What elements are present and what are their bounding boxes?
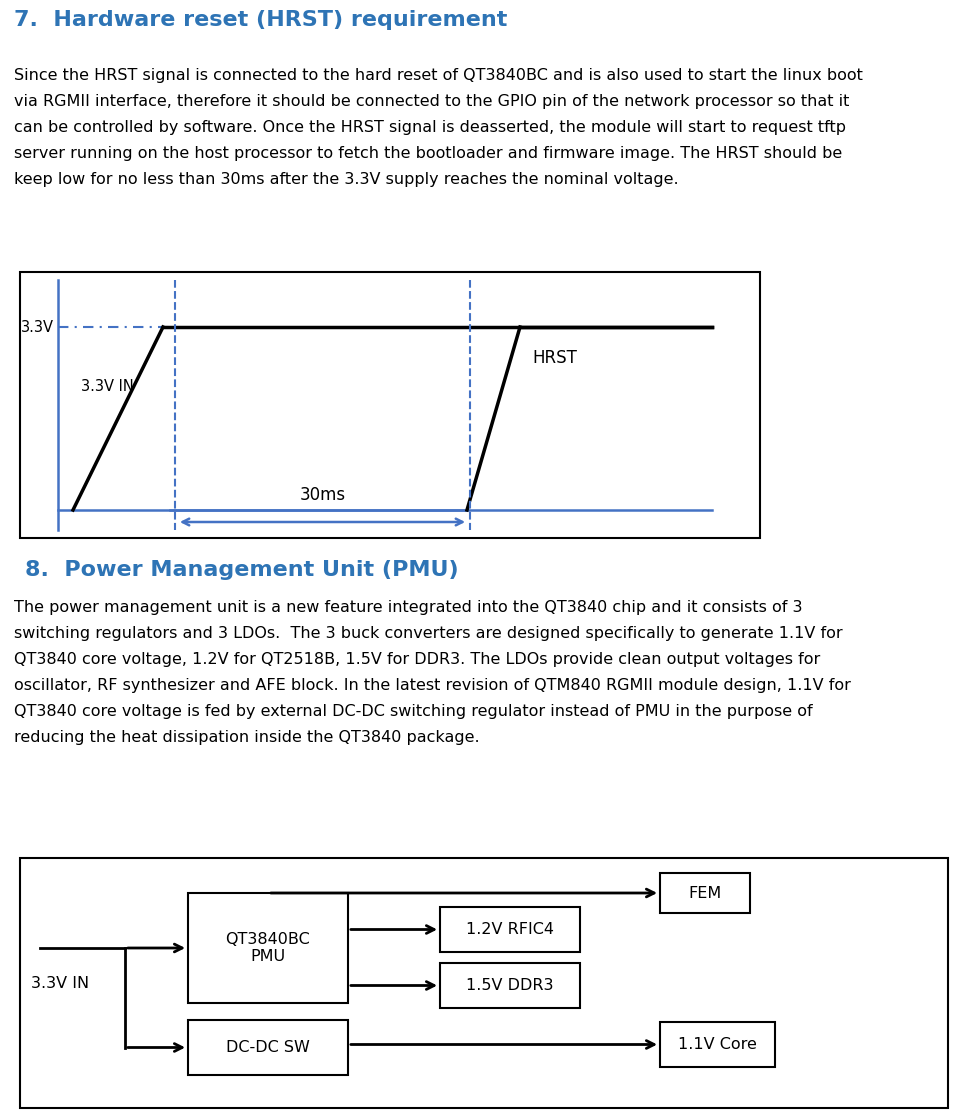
Text: switching regulators and 3 LDOs.  The 3 buck converters are designed specificall: switching regulators and 3 LDOs. The 3 b…: [14, 626, 843, 641]
Text: 30ms: 30ms: [299, 486, 346, 504]
Text: 1.5V DDR3: 1.5V DDR3: [466, 978, 553, 993]
Text: QT3840BC
PMU: QT3840BC PMU: [225, 932, 311, 965]
Text: 7.  Hardware reset (HRST) requirement: 7. Hardware reset (HRST) requirement: [14, 10, 508, 30]
Bar: [188, 893, 348, 1003]
Bar: [440, 963, 580, 1008]
Bar: [660, 873, 750, 913]
Text: DC-DC SW: DC-DC SW: [226, 1040, 310, 1055]
Text: oscillator, RF synthesizer and AFE block. In the latest revision of QTM840 RGMII: oscillator, RF synthesizer and AFE block…: [14, 678, 851, 693]
Text: FEM: FEM: [688, 885, 721, 901]
Text: via RGMII interface, therefore it should be connected to the GPIO pin of the net: via RGMII interface, therefore it should…: [14, 94, 850, 109]
Text: Since the HRST signal is connected to the hard reset of QT3840BC and is also use: Since the HRST signal is connected to th…: [14, 68, 863, 83]
Text: 3.3V: 3.3V: [21, 320, 54, 335]
Text: server running on the host processor to fetch the bootloader and firmware image.: server running on the host processor to …: [14, 145, 842, 161]
Bar: [20, 272, 760, 538]
Text: QT3840 core voltage is fed by external DC-DC switching regulator instead of PMU : QT3840 core voltage is fed by external D…: [14, 704, 813, 720]
Bar: [440, 908, 580, 952]
Text: HRST: HRST: [532, 349, 577, 367]
Text: 1.1V Core: 1.1V Core: [678, 1037, 757, 1052]
Text: 8.  Power Management Unit (PMU): 8. Power Management Unit (PMU): [25, 560, 458, 580]
Bar: [20, 858, 948, 1108]
Text: can be controlled by software. Once the HRST signal is deasserted, the module wi: can be controlled by software. Once the …: [14, 120, 846, 135]
Text: keep low for no less than 30ms after the 3.3V supply reaches the nominal voltage: keep low for no less than 30ms after the…: [14, 172, 679, 187]
Text: 3.3V IN: 3.3V IN: [81, 379, 134, 394]
Bar: [660, 1022, 775, 1068]
Text: QT3840 core voltage, 1.2V for QT2518B, 1.5V for DDR3. The LDOs provide clean out: QT3840 core voltage, 1.2V for QT2518B, 1…: [14, 652, 820, 667]
Text: The power management unit is a new feature integrated into the QT3840 chip and i: The power management unit is a new featu…: [14, 600, 802, 615]
Text: 1.2V RFIC4: 1.2V RFIC4: [466, 922, 554, 937]
Text: reducing the heat dissipation inside the QT3840 package.: reducing the heat dissipation inside the…: [14, 730, 480, 745]
Bar: [188, 1021, 348, 1075]
Text: 3.3V IN: 3.3V IN: [31, 977, 89, 991]
